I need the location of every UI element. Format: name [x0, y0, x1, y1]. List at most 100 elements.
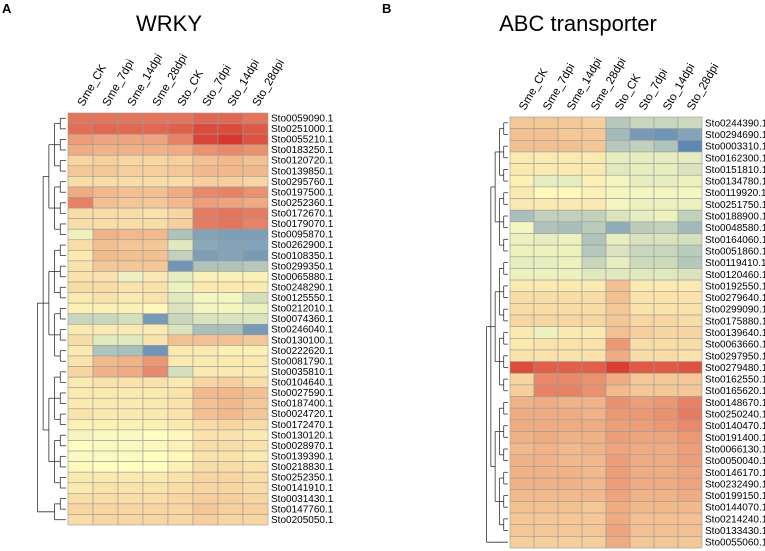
panel-a-row-label: Sto0248290.1 [271, 282, 334, 293]
panel-a-row-label: Sto0205050.1 [271, 515, 334, 526]
panel-b-cell [533, 431, 559, 444]
panel-a-cell [92, 123, 119, 135]
panel-b-cell [581, 314, 607, 327]
panel-a-row-label: Sto0147760.1 [271, 504, 334, 515]
panel-a-cell [217, 176, 244, 188]
panel-a-cell [192, 207, 219, 219]
panel-b-cell [581, 326, 607, 339]
panel-a-cell [242, 397, 269, 410]
panel-a-cell [217, 218, 244, 230]
panel-a-cell [192, 186, 219, 198]
panel-a-cell [67, 493, 94, 505]
panel-a-cell [67, 471, 94, 484]
panel-a-cell [142, 419, 169, 431]
panel-a-row-label: Sto0212010.1 [271, 304, 334, 315]
panel-b-cell [653, 128, 679, 141]
panel-a-cell [92, 376, 119, 388]
panel-b-cell [581, 524, 607, 537]
panel-a-cell [217, 165, 244, 177]
panel-a-cell [67, 313, 94, 325]
panel-b-cell [509, 477, 535, 491]
panel-b-row-label: Sto0297950.1 [705, 351, 765, 362]
panel-b-cell [653, 314, 679, 327]
panel-b-cell [533, 326, 559, 339]
panel-b-cell [509, 419, 535, 432]
panel-a-cell [192, 471, 219, 484]
panel-b-cell [533, 349, 559, 362]
panel-a-cell [167, 281, 194, 293]
panel-b-cell [509, 116, 535, 129]
panel-b-cell [557, 512, 583, 526]
panel-b-cell [533, 524, 559, 537]
panel-b-cell [605, 244, 631, 258]
panel-b-cell [557, 431, 583, 444]
panel-b-cell [677, 501, 703, 514]
panel-b-cell [557, 442, 583, 456]
panel-a-cell [167, 207, 194, 219]
panel-a-row-label: Sto0074360.1 [271, 314, 334, 325]
panel-b-cell [557, 186, 583, 199]
panel-a-cell [67, 133, 94, 145]
panel-a-cell [67, 176, 94, 188]
panel-b-cell [509, 198, 535, 211]
panel-b-cell [677, 244, 703, 258]
panel-a-cell [92, 260, 119, 272]
panel-b-cell [509, 303, 535, 316]
panel-b-cell [677, 349, 703, 362]
panel-a-cell [167, 440, 194, 452]
panel-b-cell [629, 477, 655, 491]
panel-b-cell [557, 407, 583, 421]
panel-a-cell [217, 355, 244, 367]
panel-a-cell [142, 355, 169, 367]
panel-b-cell [629, 163, 655, 176]
panel-a-cell [242, 450, 269, 462]
panel-b-cell [677, 512, 703, 526]
panel-b-cell [557, 139, 583, 153]
panel-a-cell [167, 366, 194, 378]
panel-b-row-label: Sto0165620.1 [705, 386, 765, 397]
panel-a-cell [242, 376, 269, 388]
panel-b-cell [509, 384, 535, 397]
panel-b-cell [605, 209, 631, 223]
panel-a-cell [242, 503, 269, 515]
panel-a-cell [67, 218, 94, 230]
panel-b-cell [557, 174, 583, 188]
panel-b-cell [557, 372, 583, 386]
panel-a-cell [117, 461, 144, 473]
panel-b-cell [653, 268, 679, 281]
panel-a-cell [242, 323, 269, 336]
panel-b-cell [677, 477, 703, 491]
panel-b-cell [605, 466, 631, 479]
panel-b-row-label: Sto0144070.1 [705, 503, 765, 514]
panel-b-cell [533, 536, 559, 549]
panel-b-cell [629, 396, 655, 409]
panel-a-row-label: Sto0299350.1 [271, 261, 334, 272]
panel-b-cell [533, 442, 559, 456]
panel-b-cell [653, 139, 679, 153]
panel-a-row-label: Sto0125550.1 [271, 293, 334, 304]
panel-a-cell [142, 207, 169, 219]
panel-a-row-label: Sto0104640.1 [271, 378, 334, 389]
panel-b-cell [509, 163, 535, 176]
panel-b-cell [533, 454, 559, 467]
panel-a-cell [167, 302, 194, 315]
panel-b-cell [605, 396, 631, 409]
panel-b-cell [509, 244, 535, 258]
panel-b-cell [653, 279, 679, 293]
panel-a-cell [167, 493, 194, 505]
panel-b-cell [533, 489, 559, 502]
panel-b-cell [629, 361, 655, 374]
panel-b-cell [653, 489, 679, 502]
panel-b-row-label: Sto0279480.1 [705, 363, 765, 374]
panel-b-heatmap: Sme_CKSme_7dpiSme_14dpiSme_28dpiSto_CKSt… [486, 56, 765, 549]
panel-a-cell [167, 186, 194, 198]
panel-b-cell [677, 372, 703, 386]
panel-b-cell [533, 419, 559, 432]
panel-b-cell [677, 536, 703, 549]
panel-b-cell [677, 139, 703, 153]
panel-b-cell [629, 407, 655, 421]
panel-a-cell [142, 271, 169, 283]
panel-a-cell [117, 450, 144, 462]
panel-a-cell [142, 123, 169, 135]
panel-a-cell [192, 154, 219, 167]
